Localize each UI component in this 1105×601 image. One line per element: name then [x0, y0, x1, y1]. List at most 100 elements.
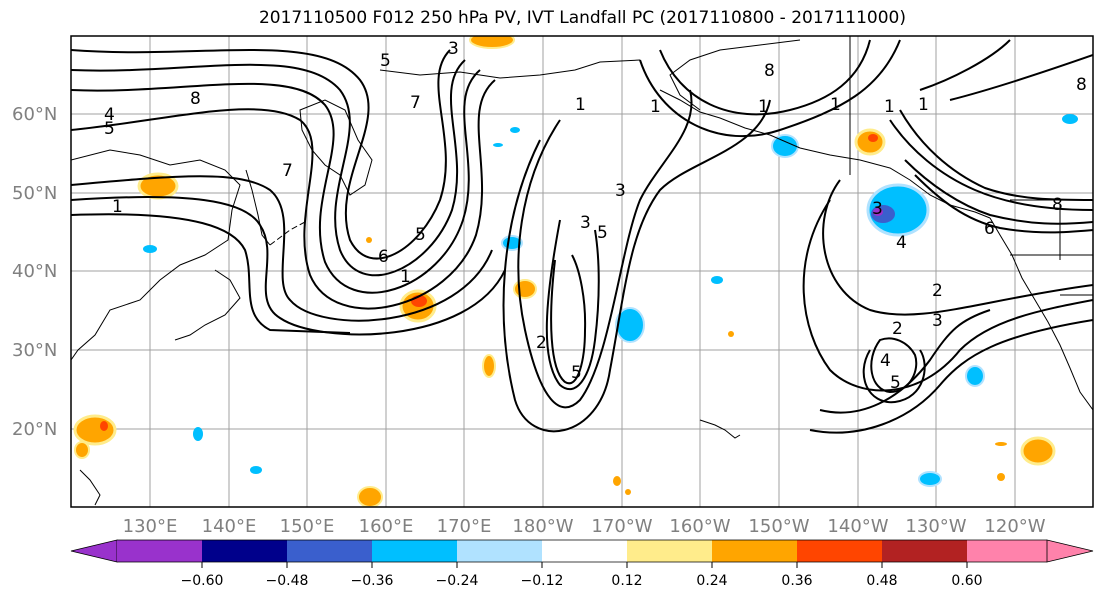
colorbar-tick-label: 0.60 [951, 573, 982, 589]
siberia-coast [379, 59, 641, 79]
contour-label: 1 [758, 97, 769, 117]
contour-label: 8 [1076, 75, 1087, 95]
contour-label: 5 [104, 119, 115, 139]
lat-label: 20°N [12, 419, 57, 440]
colorbar-tick-label: −0.24 [436, 573, 479, 589]
colorbar-bin [457, 540, 542, 562]
pv-contour [71, 69, 481, 294]
contour-label: 1 [918, 95, 929, 115]
contour-label: 3 [872, 199, 883, 219]
positive-anomaly [366, 237, 372, 243]
lon-label: 140°E [202, 516, 257, 537]
contour-label: 4 [896, 233, 907, 253]
colorbar: −0.60 −0.48 −0.36 −0.24 −0.12 0.12 0.24 … [70, 539, 1094, 589]
map-title: 2017110500 F012 250 hPa PV, IVT Landfall… [258, 8, 906, 28]
positive-anomaly [357, 486, 383, 507]
positive-anomaly [997, 473, 1005, 481]
negative-anomaly [918, 471, 942, 487]
pv-contour [71, 79, 496, 310]
pv-contour [904, 159, 1093, 225]
colorbar-bin [882, 540, 967, 562]
colorbar-bin [372, 540, 457, 562]
hawaii-islands [699, 419, 741, 439]
contour-label: 1 [112, 197, 123, 217]
contour-label: 5 [415, 225, 426, 245]
positive-anomaly [73, 414, 117, 446]
pv-contour [822, 179, 1093, 316]
contour-label: 3 [932, 311, 943, 331]
kuril-islands [269, 221, 306, 246]
positive-anomaly [613, 476, 621, 486]
contour-label: 1 [830, 95, 841, 115]
contour-label: 2 [932, 281, 943, 301]
kamchatka-coast [299, 99, 373, 196]
positive-anomaly [625, 489, 631, 495]
contour-label: 6 [378, 247, 389, 267]
negative-anomaly [711, 276, 723, 284]
lat-label: 30°N [12, 340, 57, 361]
colorbar-tick-label: −0.60 [181, 573, 224, 589]
negative-anomaly [1062, 114, 1078, 124]
contour-label: 5 [597, 223, 608, 243]
contour-label: 8 [190, 89, 201, 109]
contour-label: 8 [1052, 195, 1063, 215]
lon-label: 150°W [748, 516, 809, 537]
pv-contour [949, 54, 1093, 101]
colorbar-tick-label: 0.48 [866, 573, 897, 589]
lon-label: 160°E [359, 516, 414, 537]
lat-label: 40°N [12, 261, 57, 282]
colorbar-bin [967, 540, 1047, 562]
negative-anomaly [250, 466, 262, 474]
colorbar-bin [542, 540, 627, 562]
positive-anomaly [1020, 436, 1056, 466]
lon-label: 170°E [437, 516, 492, 537]
positive-anomaly [854, 128, 886, 156]
lon-label: 170°W [591, 516, 652, 537]
positive-anomaly-core [100, 421, 108, 431]
contour-label: 5 [380, 51, 391, 71]
pv-contour [889, 119, 1093, 211]
pv-contour [71, 213, 351, 334]
colorbar-tick-label: 0.24 [696, 573, 727, 589]
plot-frame [70, 35, 1094, 508]
contour-label: 1 [575, 95, 586, 115]
pv-contour [71, 59, 466, 277]
positive-anomaly [469, 36, 515, 49]
colorbar-tick-label: −0.12 [521, 573, 564, 589]
negative-anomaly [965, 365, 985, 387]
contour-label: 3 [448, 39, 459, 59]
negative-anomaly [143, 245, 157, 253]
pv-contour [659, 39, 871, 116]
colorbar-bin [117, 540, 202, 562]
shaded-anomalies [73, 36, 1078, 507]
colorbar-bin [287, 540, 372, 562]
positive-anomaly-core [868, 134, 878, 142]
latitude-labels: 60°N 50°N 40°N 30°N 20°N [12, 104, 57, 440]
colorbar-bin [202, 540, 287, 562]
negative-anomaly [615, 307, 645, 343]
pv-contour [502, 99, 771, 433]
pv-contour [71, 175, 493, 322]
contour-label: 7 [410, 93, 421, 113]
philippines-coast [79, 469, 101, 506]
colorbar-extend-high [1046, 539, 1094, 563]
positive-anomaly [482, 354, 496, 378]
pv-contour [919, 39, 1011, 91]
contour-label: 5 [890, 373, 901, 393]
pv-contours [71, 39, 1093, 434]
asia-coast [71, 149, 241, 361]
positive-anomaly [513, 279, 537, 299]
pv-contour [914, 174, 1093, 234]
pv-contour-closed [870, 337, 918, 394]
contour-label: 1 [650, 97, 661, 117]
colorbar-tick-label: −0.48 [266, 573, 309, 589]
lon-label: 140°W [827, 516, 888, 537]
contour-label: 2 [536, 333, 547, 353]
colorbar-tick-label: 0.36 [781, 573, 812, 589]
lat-label: 60°N [12, 104, 57, 125]
gridlines [71, 36, 1093, 507]
sakhalin-coast [245, 169, 271, 246]
japan-coast [174, 269, 241, 341]
pv-contour [862, 349, 926, 404]
